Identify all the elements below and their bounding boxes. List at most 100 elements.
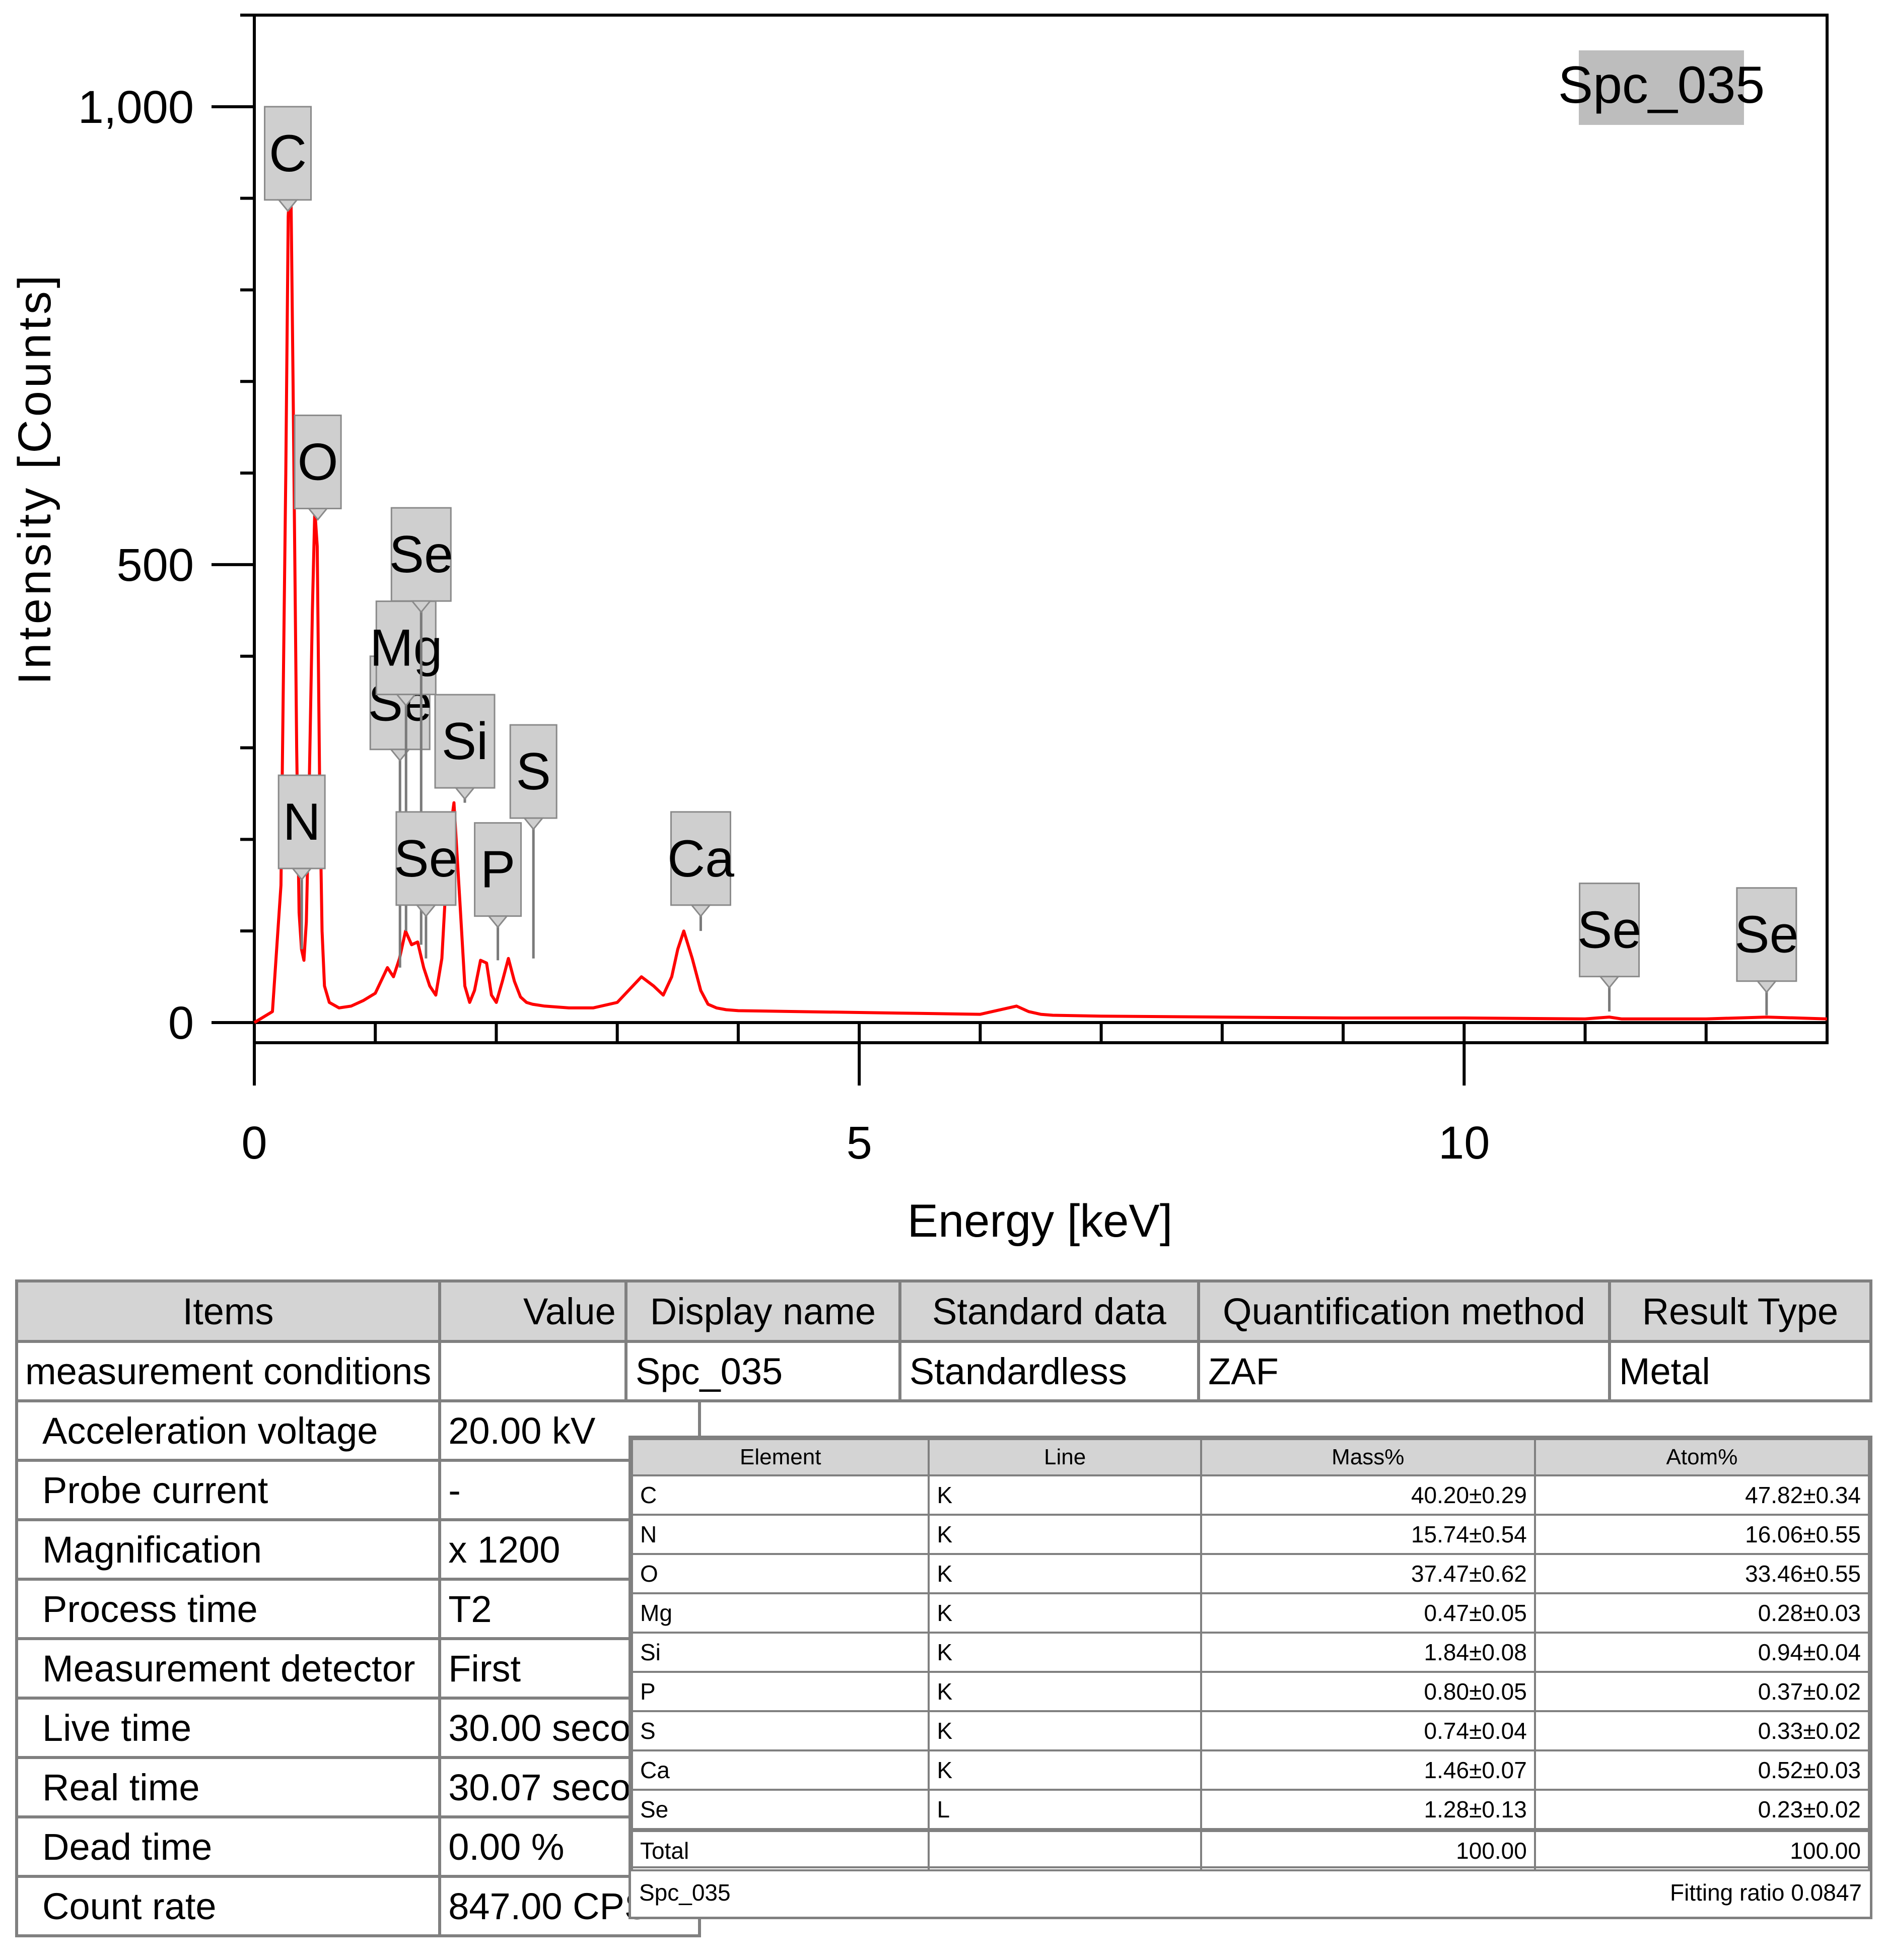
peak-label-text: Se bbox=[394, 830, 458, 888]
peak-label-text: S bbox=[516, 742, 551, 801]
mass-percent-cell: 0.47±0.05 bbox=[1200, 1592, 1536, 1634]
mass-percent-cell: 37.47±0.62 bbox=[1200, 1553, 1536, 1594]
element-row: O K 37.47±0.62 33.46±0.55 bbox=[631, 1553, 1870, 1594]
mass-percent-cell: 0.80±0.05 bbox=[1200, 1671, 1536, 1712]
atom-percent-cell: 0.94±0.04 bbox=[1533, 1632, 1870, 1673]
column-header-result-type: Result Type bbox=[1608, 1279, 1873, 1343]
element-cell: S bbox=[631, 1710, 930, 1751]
element-row: Si K 1.84±0.08 0.94±0.04 bbox=[631, 1632, 1870, 1673]
condition-item: Real time bbox=[15, 1756, 442, 1818]
line-cell: K bbox=[928, 1514, 1202, 1555]
y-tick-label: 0 bbox=[168, 997, 194, 1049]
atom-percent-cell: 0.28±0.03 bbox=[1533, 1592, 1870, 1634]
condition-item: Probe current bbox=[15, 1459, 442, 1521]
line-cell bbox=[928, 1828, 1202, 1871]
footer-spectrum-name: Spc_035 bbox=[639, 1879, 731, 1906]
condition-item: Measurement detector bbox=[15, 1637, 442, 1700]
peak-label-se: Se bbox=[1577, 883, 1641, 1012]
atom-percent-cell: 16.06±0.55 bbox=[1533, 1514, 1870, 1555]
peak-label-box bbox=[375, 600, 437, 696]
mass-percent-cell: 1.84±0.08 bbox=[1200, 1632, 1536, 1673]
peak-label-se: Se bbox=[394, 811, 458, 959]
element-cell: O bbox=[631, 1553, 930, 1594]
spectrum-series-line bbox=[253, 160, 1828, 1024]
condition-row: Measurement detector First bbox=[15, 1637, 701, 1700]
footer-fitting-ratio: Fitting ratio 0.0847 bbox=[1669, 1879, 1862, 1906]
peak-label-pointer bbox=[395, 694, 417, 707]
peak-label-pointer bbox=[523, 817, 544, 831]
quantification-results-table: Element Line Mass% Atom% C K 40.20±0.29 47.… bbox=[631, 1438, 1870, 1871]
atom-percent-cell: 47.82±0.34 bbox=[1533, 1474, 1870, 1516]
condition-row: Acceleration voltage 20.00 kV bbox=[15, 1399, 701, 1462]
condition-row: Dead time 0.00 % bbox=[15, 1815, 701, 1878]
element-cell: C bbox=[631, 1474, 930, 1516]
settings-row: Spc_035 Standardless ZAF Metal bbox=[624, 1340, 1873, 1402]
peak-label-box bbox=[670, 811, 731, 906]
result-type-value: Metal bbox=[1608, 1340, 1873, 1402]
condition-item: Count rate bbox=[15, 1875, 442, 1937]
element-row: Ca K 1.46±0.07 0.52±0.03 bbox=[631, 1749, 1870, 1791]
peak-label-ca: Ca bbox=[667, 811, 734, 931]
condition-row: Probe current - bbox=[15, 1459, 701, 1521]
quantification-method-value: ZAF bbox=[1197, 1340, 1611, 1402]
atom-percent-cell: 33.46±0.55 bbox=[1533, 1553, 1870, 1594]
peak-label-pointer bbox=[389, 749, 411, 762]
y-axis-minor-ticks bbox=[240, 14, 254, 933]
peak-label-pointer bbox=[291, 867, 313, 881]
peak-label-pointer bbox=[487, 915, 509, 929]
condition-row: Real time 30.07 seconds bbox=[15, 1756, 701, 1818]
mass-percent-cell: 100.00 bbox=[1200, 1828, 1536, 1871]
peak-label-pointer bbox=[410, 600, 432, 614]
spectrum-legend-label: Spc_035 bbox=[1558, 56, 1765, 114]
element-cell: Ca bbox=[631, 1749, 930, 1791]
line-cell: K bbox=[928, 1710, 1202, 1751]
condition-row: Count rate 847.00 CPS bbox=[15, 1875, 701, 1937]
element-cell: Si bbox=[631, 1632, 930, 1673]
condition-row: Magnification x 1200 bbox=[15, 1518, 701, 1581]
peak-label-box bbox=[1579, 883, 1640, 978]
element-cell: N bbox=[631, 1514, 930, 1555]
condition-item: Acceleration voltage bbox=[15, 1399, 442, 1462]
y-axis-label: Intensity [Counts] bbox=[9, 273, 60, 685]
mass-percent-cell: 0.74±0.04 bbox=[1200, 1710, 1536, 1751]
condition-item: Live time bbox=[15, 1697, 442, 1759]
peak-label-pointer bbox=[1598, 976, 1620, 989]
line-cell: K bbox=[928, 1553, 1202, 1594]
condition-value: 20.00 kV bbox=[438, 1399, 701, 1462]
element-row: P K 0.80±0.05 0.37±0.02 bbox=[631, 1671, 1870, 1712]
quantification-results-panel: Element Line Mass% Atom% C K 40.20±0.29 47.… bbox=[629, 1436, 1872, 1919]
line-cell: K bbox=[928, 1592, 1202, 1634]
peak-label-text: C bbox=[269, 124, 307, 183]
peak-label-box bbox=[264, 106, 312, 201]
peak-label-text: Si bbox=[442, 712, 488, 771]
atom-percent-cell: 0.33±0.02 bbox=[1533, 1710, 1870, 1751]
spectrum-legend: Spc_035 bbox=[1558, 50, 1765, 125]
mass-percent-cell: 1.46±0.07 bbox=[1200, 1749, 1536, 1791]
column-header-mass-percent: Mass% bbox=[1200, 1438, 1536, 1476]
atom-percent-cell: 0.23±0.02 bbox=[1533, 1789, 1870, 1831]
peak-label-c: C bbox=[264, 106, 312, 213]
display-name-value: Spc_035 bbox=[624, 1340, 901, 1402]
line-cell: K bbox=[928, 1749, 1202, 1791]
peak-label-pointer bbox=[307, 508, 329, 521]
peak-label-box bbox=[277, 774, 326, 869]
peak-label-box bbox=[434, 694, 496, 789]
peak-label-mg: Mg bbox=[370, 600, 442, 931]
quantification-settings-table: Display name Standard data Quantificatio… bbox=[624, 1279, 1873, 1402]
x-axis-ticks: 0 5 10 bbox=[241, 1023, 1829, 1169]
element-cell: Mg bbox=[631, 1592, 930, 1634]
element-cell: P bbox=[631, 1671, 930, 1712]
column-header-standard-data: Standard data bbox=[898, 1279, 1201, 1343]
condition-item: Process time bbox=[15, 1578, 442, 1640]
line-cell: K bbox=[928, 1632, 1202, 1673]
peak-label-box bbox=[294, 415, 342, 510]
column-header-line: Line bbox=[928, 1438, 1202, 1476]
peak-label-text: P bbox=[480, 841, 515, 899]
mass-percent-cell: 1.28±0.13 bbox=[1200, 1789, 1536, 1831]
condition-row: Process time T2 bbox=[15, 1578, 701, 1640]
x-axis-label: Energy [keV] bbox=[907, 1195, 1173, 1247]
peak-label-box bbox=[1736, 887, 1797, 982]
condition-item: Magnification bbox=[15, 1518, 442, 1581]
